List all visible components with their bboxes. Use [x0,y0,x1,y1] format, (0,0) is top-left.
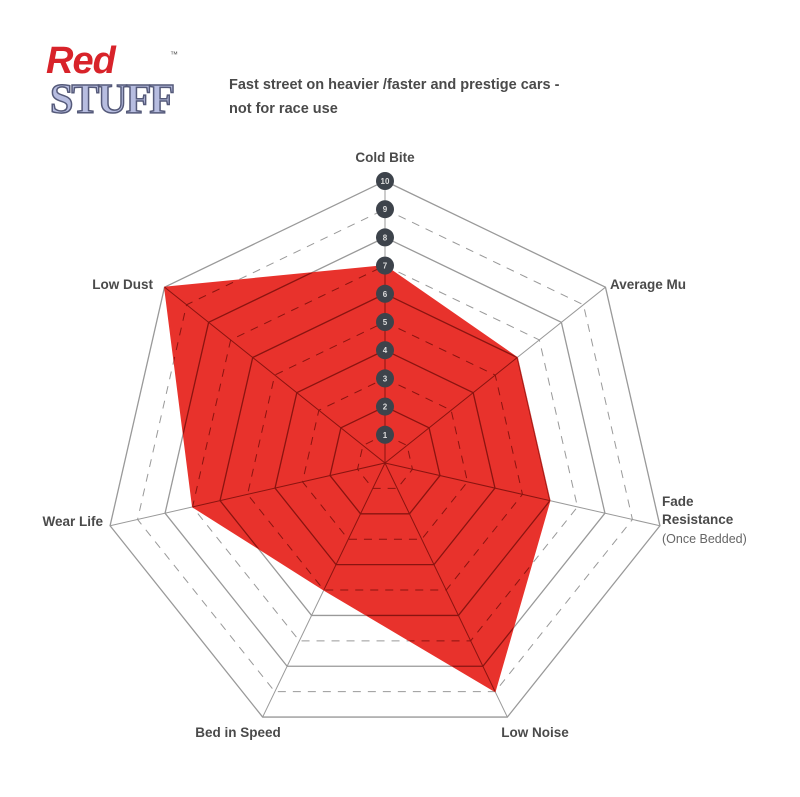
grid-ring-4-over-fill [274,349,496,566]
grid-ring-2-over-fill [329,405,441,515]
tick-marker-2 [376,397,394,416]
axis-sublabel-fade-resistance: (Once Bedded) [662,532,747,546]
subtitle-line-1: Fast street on heavier /faster and prest… [229,77,560,93]
data-area [163,265,551,693]
logo-red-text: Red [46,40,116,82]
axis-label-cold-bite: Cold Bite [355,150,415,165]
axis-line-7-over-fill [164,286,386,464]
tick-label-8: 8 [383,233,388,242]
grid-ring-10 [109,180,661,718]
axis-label-low-noise: Low Noise [501,725,569,740]
tick-label-3: 3 [383,374,388,383]
tick-marker-5 [376,313,394,331]
axis-line-2-over-fill [384,286,550,464]
tick-label-2: 2 [383,403,388,412]
axis-label-bed-in-speed: Bed in Speed [195,725,281,740]
tick-marker-9 [376,200,394,219]
tick-marker-6 [376,284,394,303]
grid-ring-3-over-fill [301,377,469,540]
tick-label-4: 4 [383,346,388,355]
grid-ring-6-over-fill [219,293,550,617]
tick-marker-7 [376,256,394,275]
subtitle-line-2: not for race use [229,101,338,117]
tick-label-7: 7 [383,262,388,271]
axis-label-fade-resistance: Fade Resistance [662,494,734,527]
axis-label-wear-life: Wear Life [42,514,103,529]
axis-line-4-over-fill [384,462,508,692]
tick-label-6: 6 [383,290,388,299]
tick-label-10: 10 [381,177,390,186]
grid-ring-5-over-fill [246,321,524,591]
tick-label-1: 1 [383,431,388,440]
tick-label-5: 5 [383,318,388,327]
tick-marker-4 [376,341,394,360]
tick-marker-10 [376,172,394,190]
chart-subtitle: Fast street on heavier /faster and prest… [229,73,649,121]
grid-ring-7 [192,265,578,642]
grid-ring-1-over-fill [356,434,414,489]
tick-marker-8 [376,228,394,247]
logo-stuff-text: STUFF [49,76,176,124]
tick-label-9: 9 [383,205,388,214]
axis-line-3-over-fill [384,462,550,527]
tick-marker-1 [376,425,394,444]
axis-label-low-dust: Low Dust [92,277,153,292]
tick-marker-3 [376,369,394,388]
logo-trademark: ™ [170,50,178,59]
redstuff-logo: Red STUFF ™ [42,40,192,140]
axis-label-average-mu: Average Mu [610,277,686,292]
grid-ring-9 [137,208,633,693]
axis-line-6-over-fill [164,462,386,527]
